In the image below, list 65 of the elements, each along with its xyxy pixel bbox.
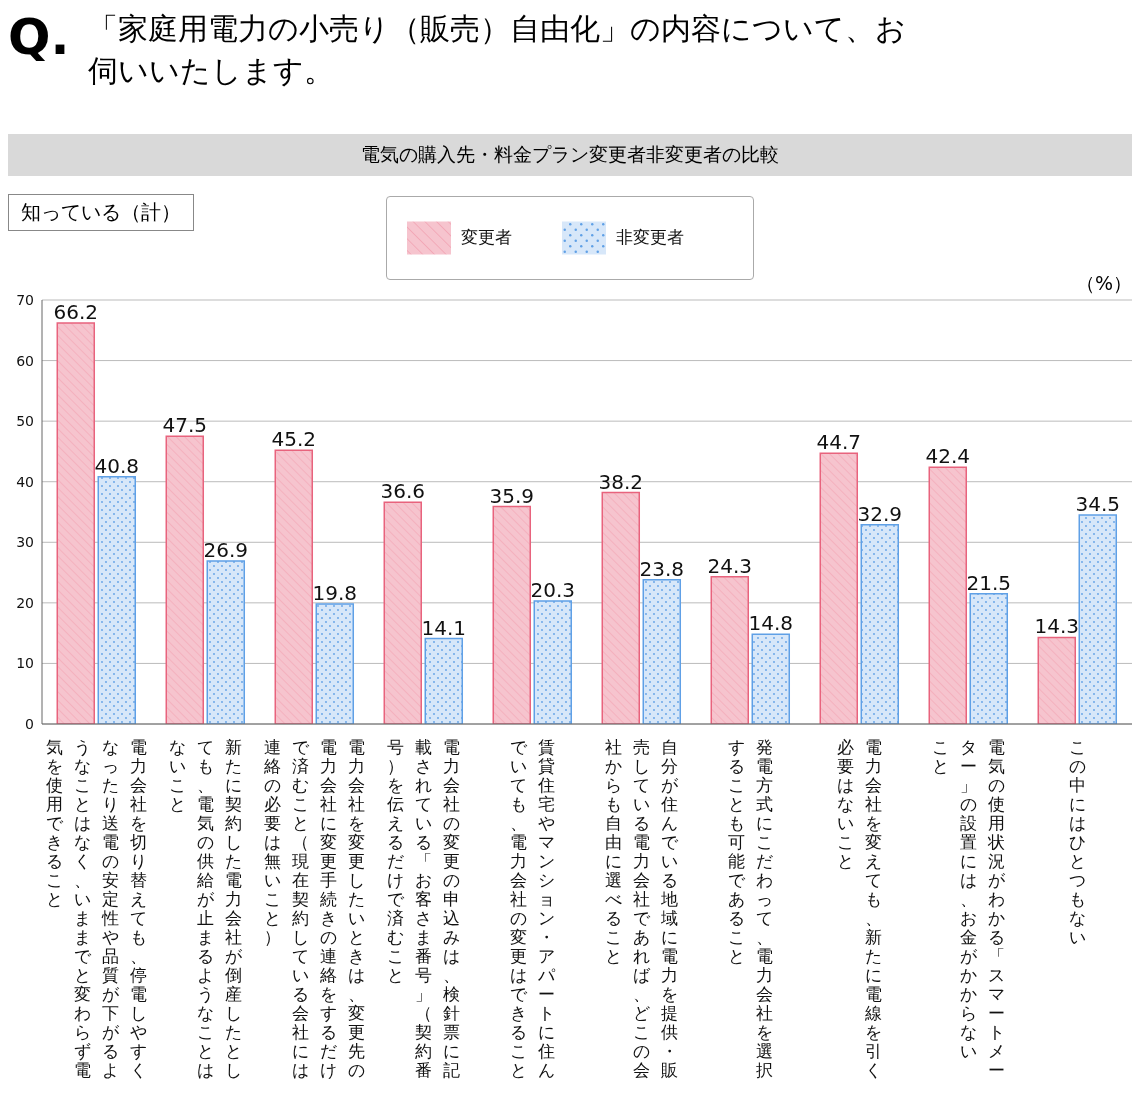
data-label: 44.7 — [816, 430, 862, 455]
data-label: 14.3 — [1034, 614, 1080, 639]
bar — [56, 322, 96, 724]
data-label: 36.6 — [380, 479, 426, 504]
bar — [533, 600, 573, 724]
data-label: 40.8 — [94, 453, 140, 478]
data-label: 35.9 — [489, 483, 535, 508]
category-label: 電力会社を切り替えても、停電しやすくなったり送電の安定性や品質が下がるようなことはなく、いままでと変わらず電気を使用できること — [46, 737, 147, 1080]
y-tick-label: 0 — [25, 715, 34, 732]
data-label: 14.1 — [421, 615, 467, 640]
bar — [165, 435, 205, 724]
text: Q. — [8, 8, 71, 66]
legend-label: 非変更者 — [615, 226, 684, 247]
category-label: 新たに契約した電力会社が倒産したとしても、電気の供給が止まるようなことはないこと — [169, 737, 242, 1080]
data-label: 38.2 — [598, 469, 644, 494]
bar — [424, 637, 464, 724]
bar — [819, 452, 859, 724]
data-label: 24.3 — [707, 553, 753, 578]
bar — [751, 633, 791, 724]
data-label: 26.9 — [203, 538, 249, 563]
data-label: 34.5 — [1075, 492, 1121, 517]
bar — [969, 593, 1009, 724]
legend-label: 変更者 — [460, 226, 512, 247]
y-tick-label: 20 — [16, 594, 34, 611]
data-label: 23.8 — [639, 556, 685, 581]
category-label: 電力会社を変えても、新たに電線を引く必要はないこと — [837, 737, 882, 1080]
category-label: この中にはひとつもない — [1069, 737, 1086, 947]
bar — [1037, 636, 1077, 724]
bar — [601, 491, 641, 724]
data-label: 19.8 — [312, 581, 358, 606]
bar — [492, 505, 532, 724]
chart-subtitle: 電気の購入先・料金プラン変更者非変更者の比較 — [8, 134, 1132, 176]
bar — [928, 466, 968, 724]
category-label: 賃貸住宅やマンション・アパートに住んでいても、電力会社の変更はできること — [510, 737, 555, 1080]
data-label: 32.9 — [857, 501, 903, 526]
bar — [642, 579, 682, 724]
data-label: 20.3 — [530, 578, 576, 603]
data-label: 42.4 — [925, 444, 971, 469]
y-tick-label: 40 — [16, 473, 34, 490]
bar — [860, 523, 900, 724]
bar — [710, 576, 750, 724]
category-label: 電気の使用状況がわかる「スマートメーター」の設置には、お金がかからないこと — [932, 737, 1005, 1080]
data-label: 45.2 — [271, 427, 317, 452]
data-label: 14.8 — [748, 611, 794, 636]
y-axis-title: （%） — [1075, 271, 1132, 296]
bar — [274, 449, 314, 724]
category-label: 発電方式にこだわって、電力会社を選択することも可能であること — [728, 737, 773, 1080]
bar — [1078, 514, 1118, 724]
text: 知っている（計） — [8, 194, 194, 231]
y-tick-label: 10 — [16, 655, 34, 672]
bar — [206, 560, 246, 724]
y-tick-label: 30 — [16, 534, 34, 551]
y-tick-label: 70 — [16, 291, 34, 308]
category-label: 電力会社の変更の申込みは、検針票に記載されている「お客さま番号」（契約番号）を伝えるだけで済むこと — [387, 737, 460, 1080]
bar — [383, 501, 423, 724]
bar — [315, 603, 355, 724]
data-label: 47.5 — [162, 413, 208, 438]
data-label: 66.2 — [53, 300, 99, 325]
data-label: 21.5 — [966, 570, 1012, 595]
category-label: 電力会社を変更したいときは、変更先の電力会社に変更手続きの連絡をするだけで済むこと（現在契約している会社には連絡の必要は無いこと） — [264, 737, 365, 1080]
chart-title: 「家庭用電力の小売り（販売）自由化」の内容について、お伺いいたします。 — [88, 10, 907, 90]
y-tick-label: 60 — [16, 352, 34, 369]
y-tick-label: 50 — [16, 413, 34, 430]
category-label: 自分が住んでいる地域に電力を提供・販売している電力会社であれば、どこの会社からも自由に選べること — [605, 737, 678, 1080]
bar — [97, 476, 137, 724]
